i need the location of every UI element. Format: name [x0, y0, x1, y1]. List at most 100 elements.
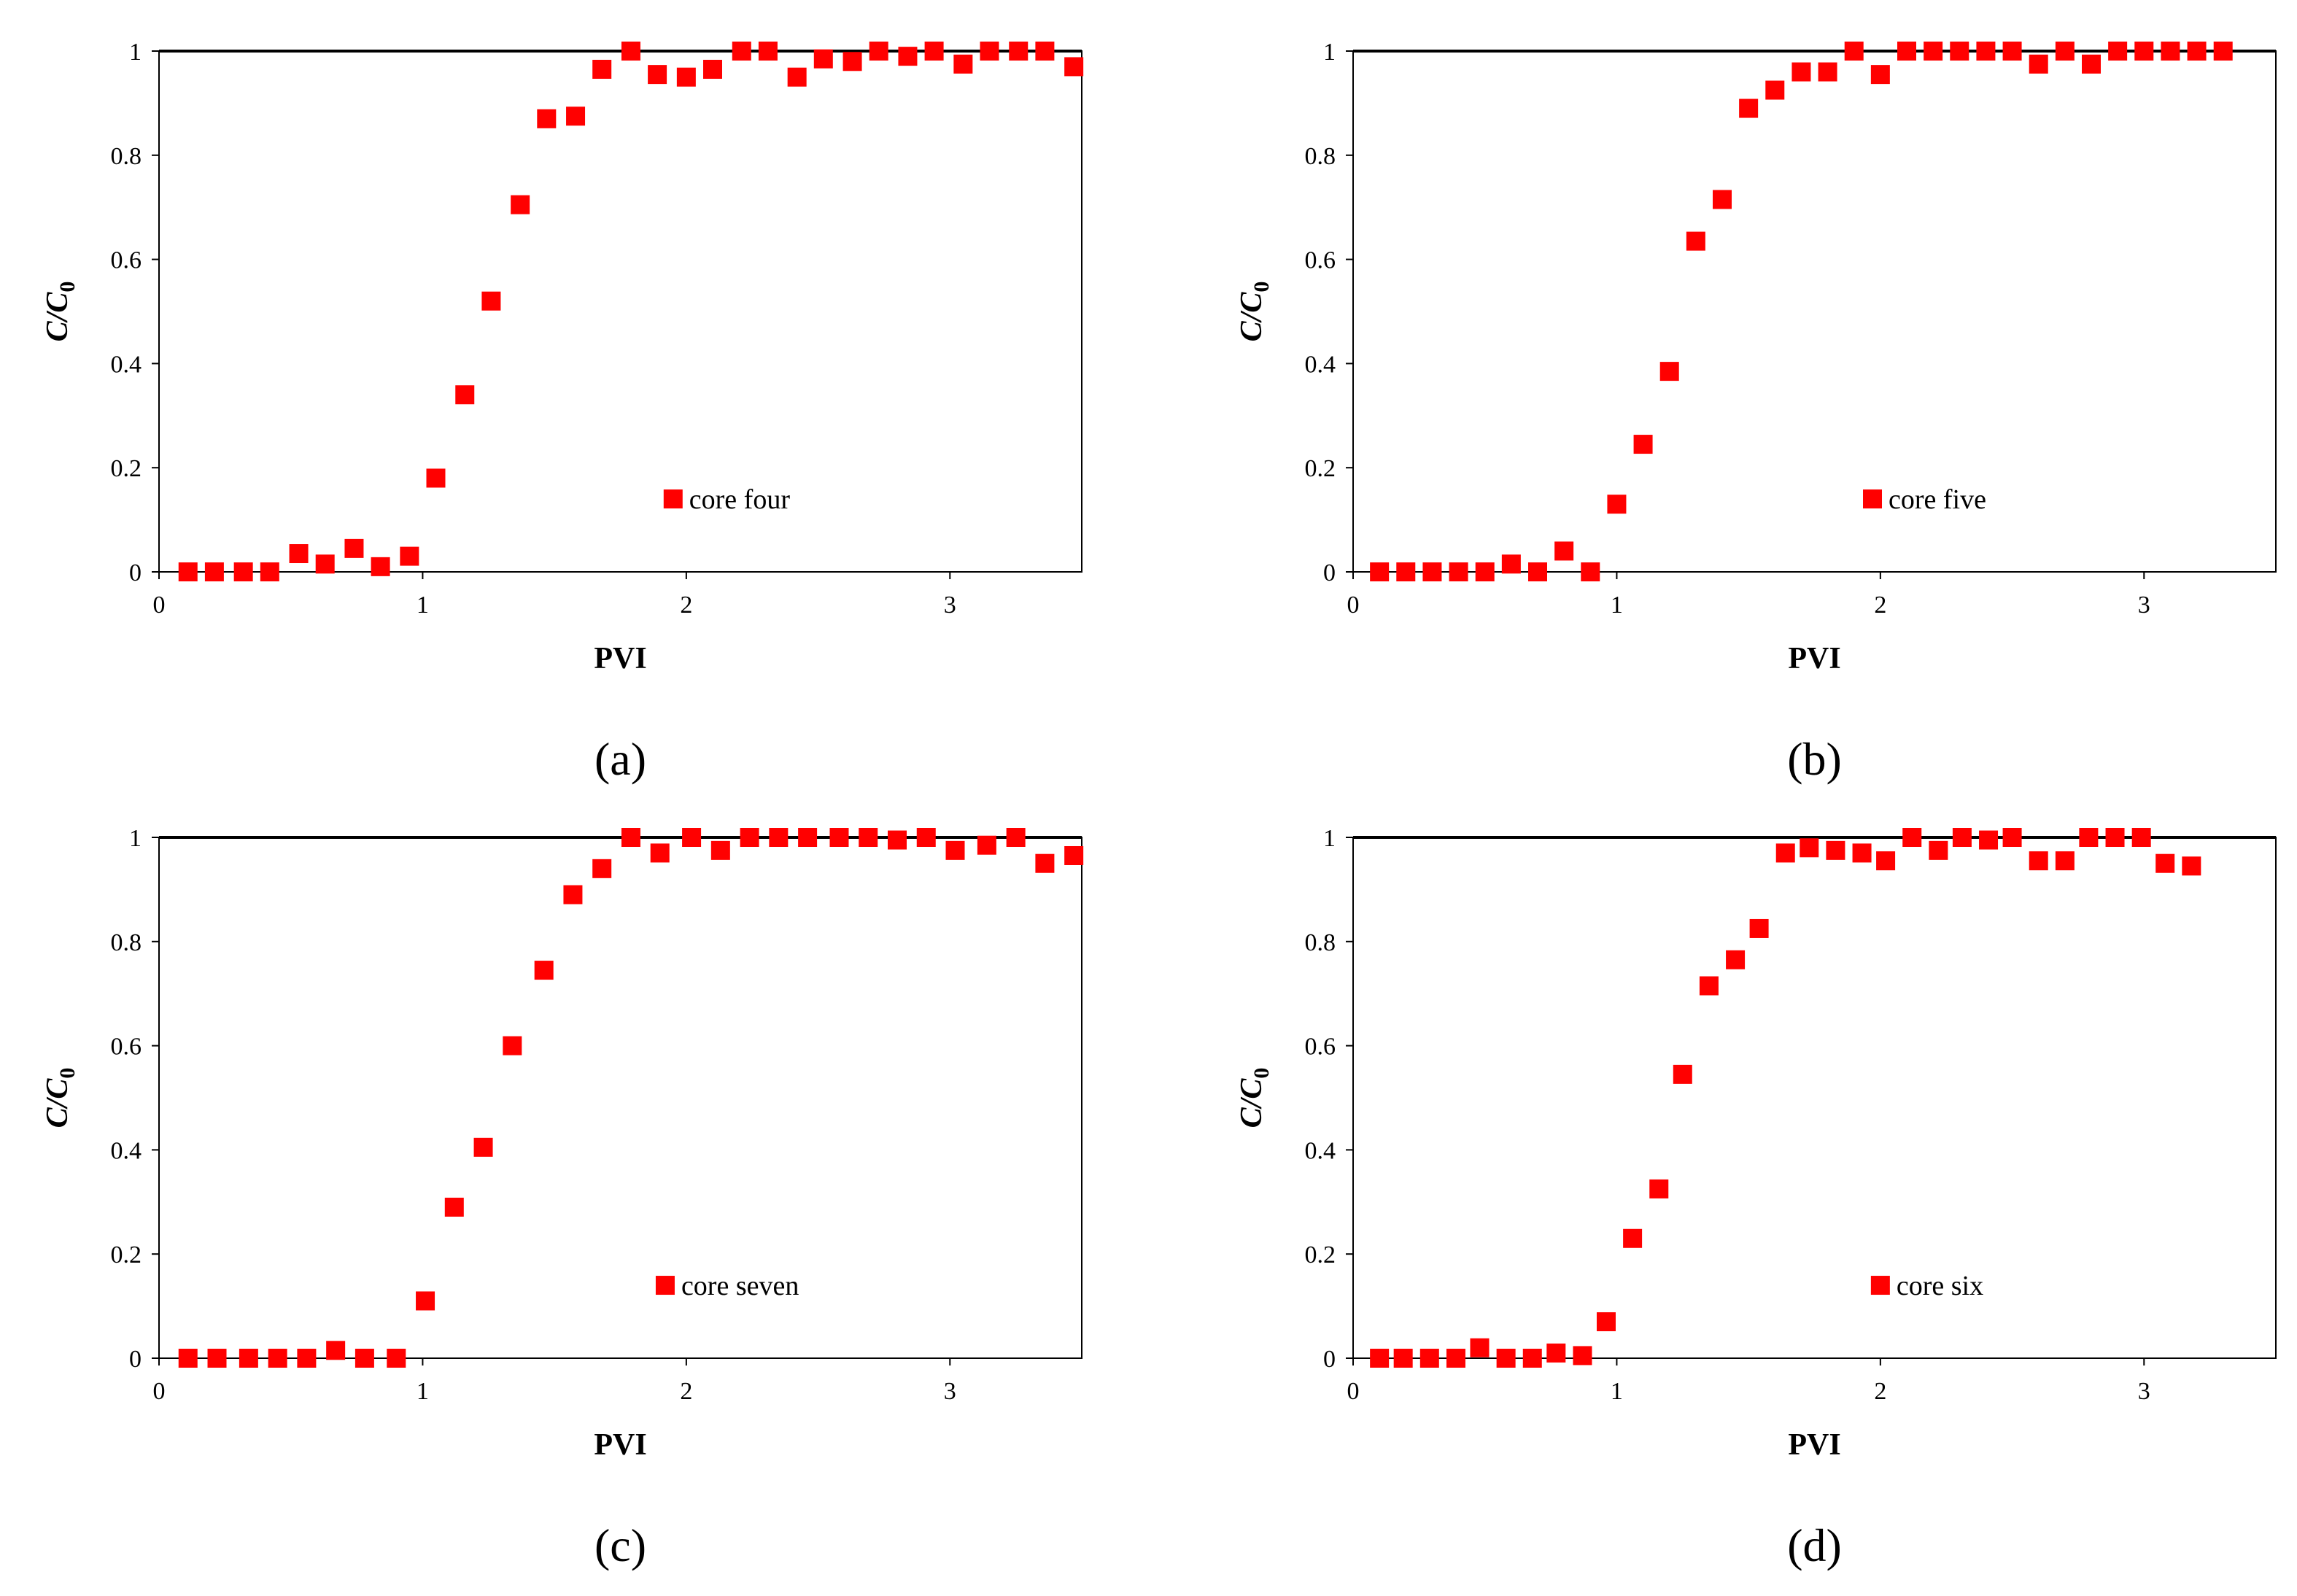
x-axis-label: PVI [1788, 642, 1840, 675]
data-point [2187, 42, 2207, 61]
data-point [1902, 828, 1922, 847]
panel-label: (a) [594, 733, 646, 785]
data-point [1649, 1179, 1669, 1198]
data-point [2182, 856, 2201, 876]
data-point [1470, 1338, 1490, 1357]
y-axis-label-subscript: 0 [1250, 1068, 1274, 1079]
data-point [537, 109, 557, 128]
data-point [758, 42, 778, 61]
legend-marker [655, 1276, 675, 1295]
data-point [566, 106, 586, 126]
data-point [260, 562, 279, 581]
y-tick-label: 0.4 [111, 351, 142, 378]
data-point [1950, 42, 1969, 61]
data-point [916, 828, 936, 847]
data-point [239, 1349, 258, 1368]
data-point [710, 840, 730, 860]
panel-label: (c) [594, 1519, 646, 1571]
y-axis-label: C/C0 [41, 282, 80, 342]
data-point [297, 1349, 317, 1368]
data-point [829, 828, 849, 847]
data-point [1673, 1064, 1692, 1084]
y-tick-label: 0.4 [111, 1137, 142, 1164]
data-point [1844, 42, 1864, 61]
data-point [898, 47, 918, 66]
data-point [798, 828, 818, 847]
data-point [1573, 1346, 1592, 1365]
data-point [869, 42, 888, 61]
y-tick-label: 0.4 [1305, 351, 1336, 378]
y-tick-label: 1 [1323, 825, 1336, 852]
data-point [1929, 840, 1948, 860]
data-point [268, 1349, 287, 1368]
x-tick-label: 0 [153, 592, 166, 619]
data-point [2079, 828, 2099, 847]
y-tick-label: 0.2 [1305, 455, 1336, 482]
x-tick-label: 2 [1874, 592, 1886, 619]
data-point [2029, 851, 2048, 871]
data-point [1623, 1228, 1643, 1248]
data-point [1396, 562, 1416, 581]
data-point [1924, 42, 1943, 61]
data-point [503, 1036, 522, 1055]
data-point [592, 859, 612, 878]
data-point [1976, 42, 1996, 61]
data-point [426, 468, 446, 488]
data-point [1699, 976, 1719, 996]
data-point [1064, 57, 1084, 77]
data-point [1952, 828, 1972, 847]
data-point [1818, 62, 1837, 82]
plot-frame [1352, 50, 2277, 573]
y-axis-label-main: C/C [41, 292, 74, 342]
data-point [1419, 1349, 1439, 1368]
x-axis-label: PVI [1788, 1428, 1840, 1462]
data-point [1979, 830, 1999, 850]
y-tick-label: 0.8 [111, 143, 142, 170]
legend-marker [663, 489, 683, 509]
data-point [400, 546, 419, 566]
data-point [511, 195, 530, 214]
data-point [888, 830, 907, 850]
panel-label: (b) [1787, 733, 1842, 785]
y-axis-label-subscript: 0 [55, 282, 80, 293]
data-point [563, 885, 583, 904]
data-point [1713, 190, 1732, 209]
data-point [1546, 1343, 1566, 1363]
x-tick-label: 0 [1347, 592, 1360, 619]
data-point [315, 554, 335, 574]
y-tick-label: 0 [1323, 1346, 1336, 1373]
legend-label: core four [689, 484, 791, 515]
data-point [473, 1137, 493, 1157]
x-tick-label: 3 [2138, 592, 2150, 619]
x-tick-label: 0 [153, 1378, 166, 1405]
data-point [1522, 1349, 1542, 1368]
data-point [534, 961, 554, 980]
legend-marker [1863, 489, 1883, 509]
y-axis-label: C/C0 [1235, 282, 1274, 342]
data-point [2055, 42, 2075, 61]
data-point [1449, 562, 1468, 581]
y-axis-label: C/C0 [1235, 1068, 1274, 1128]
data-point [1791, 62, 1811, 82]
x-axis-label: PVI [594, 1428, 646, 1462]
x-tick-label: 3 [944, 1378, 956, 1405]
x-tick-label: 1 [417, 592, 429, 619]
y-tick-label: 0 [129, 1346, 142, 1373]
data-point [977, 835, 996, 855]
x-tick-label: 3 [944, 592, 956, 619]
y-axis-label-subscript: 0 [55, 1068, 80, 1079]
data-point [621, 828, 640, 847]
data-point [1765, 80, 1785, 100]
data-point [1686, 231, 1705, 251]
data-point [1528, 562, 1547, 581]
data-point [1726, 950, 1746, 969]
y-axis-label-main: C/C [1235, 1078, 1268, 1128]
y-tick-label: 0.8 [1305, 143, 1336, 170]
data-point [953, 54, 973, 74]
data-point [1035, 42, 1055, 61]
data-point [703, 59, 722, 79]
data-point [1370, 562, 1390, 581]
data-point [1826, 840, 1845, 860]
